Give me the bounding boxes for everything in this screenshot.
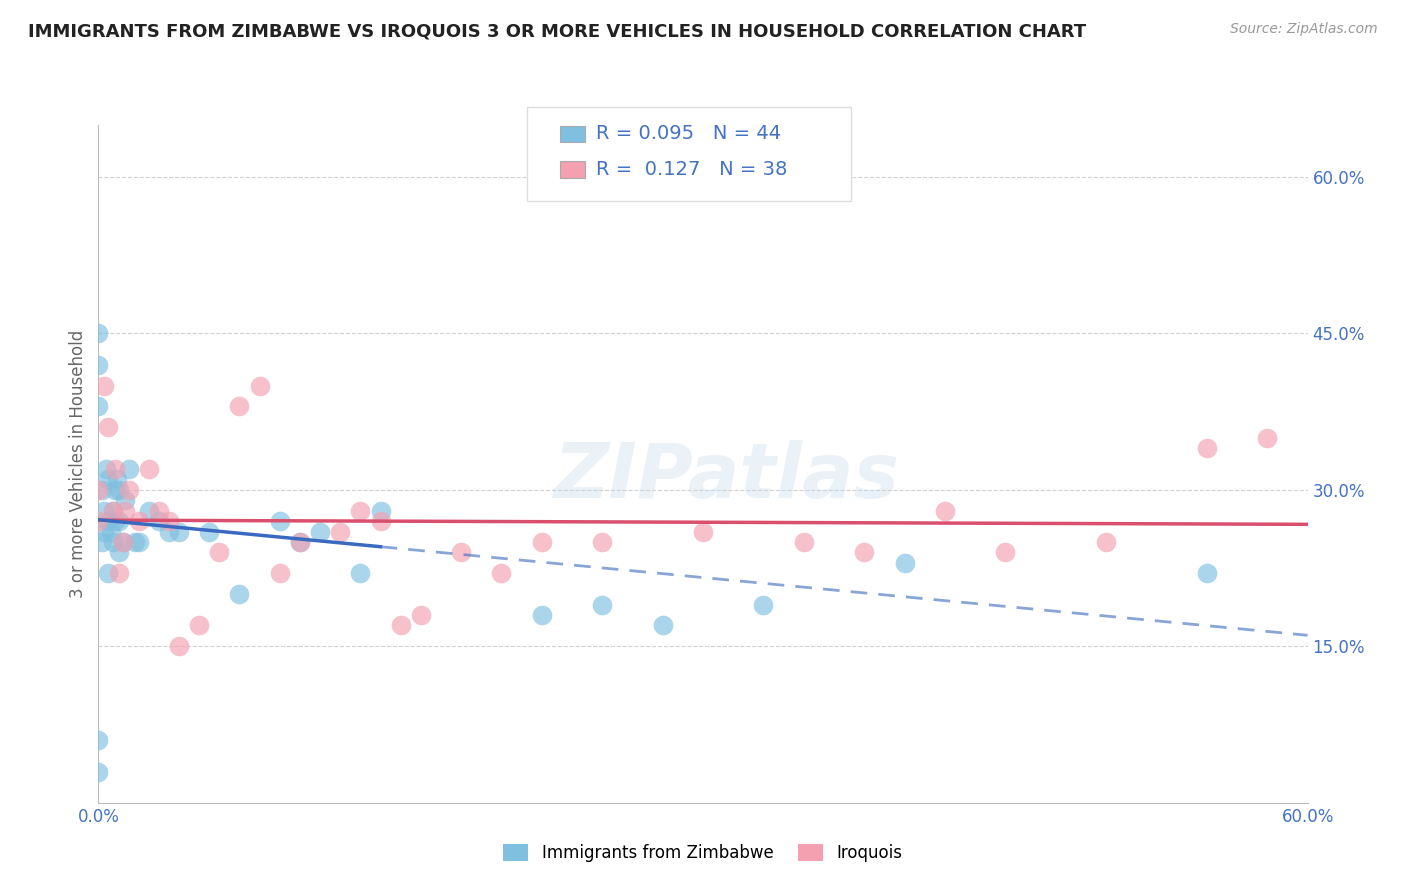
Point [101, 504, 124, 518]
Point [208, 545, 231, 559]
Point [157, 514, 180, 528]
Point [389, 618, 412, 632]
Point [228, 400, 250, 414]
Point [103, 462, 125, 476]
Point [1256, 431, 1278, 445]
Point [269, 566, 291, 581]
Point [128, 514, 150, 528]
Point [93, 504, 115, 518]
Point [893, 556, 915, 570]
Point [97, 473, 120, 487]
Point [329, 524, 352, 539]
Point [530, 608, 553, 623]
Point [157, 524, 180, 539]
Point [591, 598, 613, 612]
Point [370, 514, 392, 528]
Point [692, 524, 714, 539]
Point [167, 640, 190, 654]
Point [651, 618, 673, 632]
Point [93, 524, 115, 539]
Point [107, 514, 129, 528]
Point [97, 514, 120, 528]
Point [111, 535, 134, 549]
Point [107, 545, 129, 559]
Point [309, 524, 332, 539]
Point [167, 524, 190, 539]
Point [114, 493, 136, 508]
Point [853, 545, 876, 559]
Point [87, 764, 110, 779]
Point [450, 545, 472, 559]
Point [188, 618, 211, 632]
Point [198, 524, 221, 539]
Point [87, 400, 110, 414]
Point [101, 504, 124, 518]
Point [128, 535, 150, 549]
Point [934, 504, 956, 518]
Point [409, 608, 432, 623]
Point [87, 326, 110, 341]
Point [87, 733, 110, 747]
Point [107, 483, 129, 497]
Point [114, 504, 136, 518]
Point [228, 587, 250, 601]
Point [91, 535, 114, 549]
Point [124, 535, 146, 549]
Point [370, 504, 392, 518]
Point [118, 483, 141, 497]
Point [87, 514, 110, 528]
Point [530, 535, 553, 549]
Point [93, 378, 115, 392]
Point [349, 504, 371, 518]
Point [103, 514, 125, 528]
Point [103, 483, 125, 497]
Text: Source: ZipAtlas.com: Source: ZipAtlas.com [1230, 22, 1378, 37]
Text: IMMIGRANTS FROM ZIMBABWE VS IROQUOIS 3 OR MORE VEHICLES IN HOUSEHOLD CORRELATION: IMMIGRANTS FROM ZIMBABWE VS IROQUOIS 3 O… [28, 22, 1087, 40]
Point [105, 473, 128, 487]
Point [1095, 535, 1118, 549]
Point [118, 462, 141, 476]
Point [1195, 566, 1218, 581]
Point [107, 566, 129, 581]
Point [97, 566, 120, 581]
Point [101, 535, 124, 549]
Point [752, 598, 775, 612]
Text: R = 0.095   N = 44: R = 0.095 N = 44 [596, 124, 782, 144]
Point [97, 420, 120, 434]
Point [591, 535, 613, 549]
Point [111, 535, 134, 549]
Text: ZIPatlas: ZIPatlas [554, 441, 900, 515]
Point [148, 514, 170, 528]
Point [491, 566, 513, 581]
Point [249, 378, 271, 392]
Point [100, 524, 122, 539]
Point [138, 504, 160, 518]
Point [148, 504, 170, 518]
Point [138, 462, 160, 476]
Point [1195, 441, 1218, 455]
Text: R =  0.127   N = 38: R = 0.127 N = 38 [596, 160, 787, 179]
Point [994, 545, 1017, 559]
Point [269, 514, 291, 528]
Point [96, 462, 118, 476]
Point [91, 483, 114, 497]
Point [349, 566, 371, 581]
Point [288, 535, 311, 549]
Legend: Immigrants from Zimbabwe, Iroquois: Immigrants from Zimbabwe, Iroquois [496, 838, 910, 869]
Point [87, 358, 110, 372]
Point [288, 535, 311, 549]
Y-axis label: 3 or more Vehicles in Household: 3 or more Vehicles in Household [69, 330, 87, 598]
Point [793, 535, 815, 549]
Point [87, 483, 110, 497]
